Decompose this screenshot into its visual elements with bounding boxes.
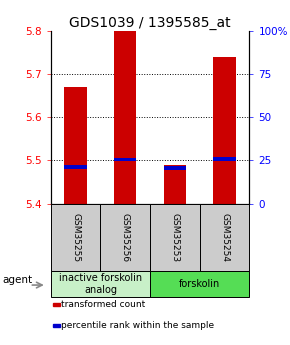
Text: transformed count: transformed count [61, 300, 145, 309]
Bar [53, 303, 60, 306]
Bar [64, 165, 87, 169]
Bar [114, 158, 136, 161]
Bar [150, 204, 200, 271]
Text: forskolin: forskolin [179, 279, 220, 289]
Bar [164, 165, 186, 204]
Text: inactive forskolin
analog: inactive forskolin analog [59, 273, 142, 295]
Bar [213, 57, 236, 204]
Bar [51, 204, 100, 271]
Bar [51, 271, 150, 297]
Bar [150, 271, 249, 297]
Text: GSM35256: GSM35256 [121, 213, 130, 262]
Bar [213, 157, 236, 161]
Bar [164, 166, 186, 170]
Bar [53, 324, 60, 327]
Text: agent: agent [3, 275, 33, 285]
Text: GSM35255: GSM35255 [71, 213, 80, 262]
Bar [100, 204, 150, 271]
Text: GSM35253: GSM35253 [171, 213, 180, 262]
Text: percentile rank within the sample: percentile rank within the sample [61, 321, 214, 330]
Bar [64, 87, 87, 204]
Bar [200, 204, 249, 271]
Bar [114, 31, 136, 204]
Title: GDS1039 / 1395585_at: GDS1039 / 1395585_at [69, 16, 231, 30]
Text: GSM35254: GSM35254 [220, 213, 229, 262]
